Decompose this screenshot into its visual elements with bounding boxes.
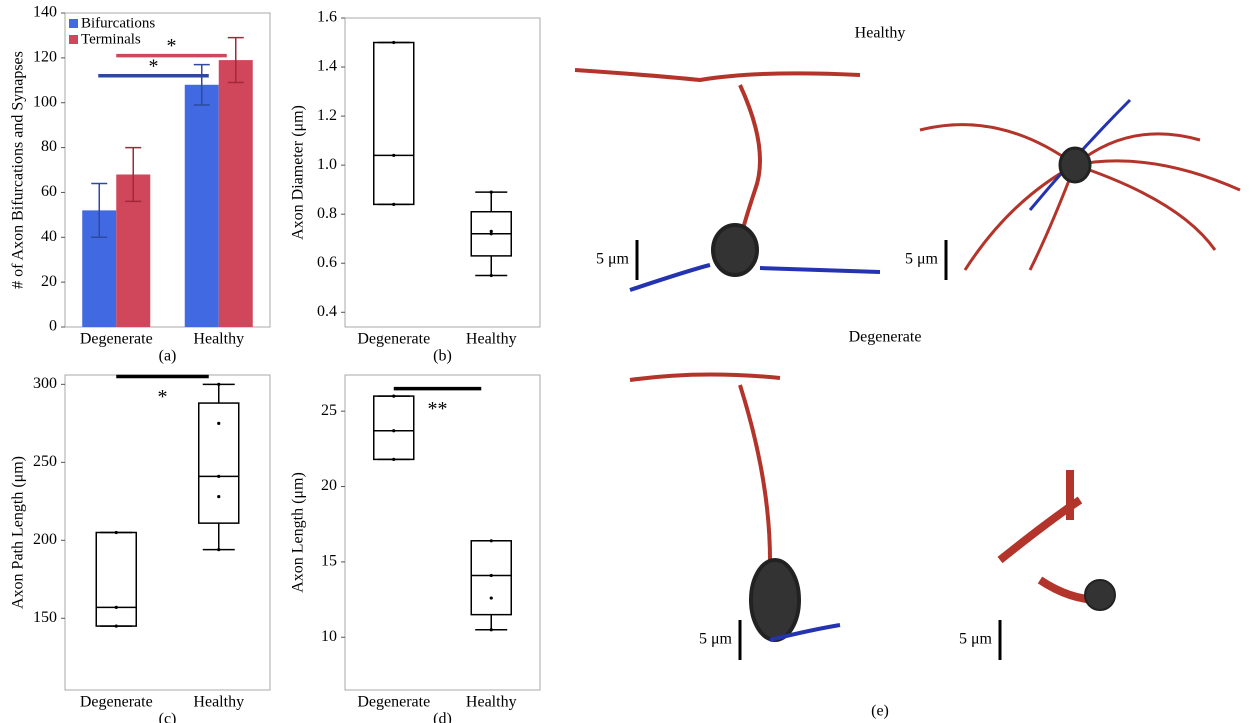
scale-bar-label: 5 μm <box>699 631 733 648</box>
data-point <box>217 495 221 499</box>
error-bar <box>227 36 244 84</box>
box <box>373 395 415 461</box>
box <box>470 540 512 616</box>
panel-caption: (d) <box>433 711 452 723</box>
legend-label: Terminals <box>81 31 141 47</box>
y-tick-label: 15 <box>321 553 337 570</box>
y-tick-label: 140 <box>33 4 57 21</box>
data-point <box>489 190 493 194</box>
data-point <box>217 421 221 425</box>
y-tick-label: 20 <box>41 273 57 290</box>
y-tick-label: 1.2 <box>317 107 337 124</box>
data-point <box>392 202 396 206</box>
bar <box>184 84 219 328</box>
x-tick-label: Degenerate <box>80 694 153 711</box>
panel-caption: (e) <box>871 703 889 720</box>
scale-bar-label: 5 μm <box>905 251 939 268</box>
y-axis-label: Axon Length (μm) <box>290 472 307 593</box>
y-axis-label: # of Axon Bifurcations and Synapses <box>10 51 27 289</box>
data-point <box>392 40 396 45</box>
x-tick-label: Degenerate <box>357 694 430 711</box>
error-bar <box>125 146 142 203</box>
panel-caption: (a) <box>159 348 177 365</box>
y-axis-label: Axon Diameter (μm) <box>290 105 307 240</box>
y-axis-label: Axon Path Length (μm) <box>10 456 27 609</box>
significance-star: ** <box>428 398 448 420</box>
error-bar <box>193 63 210 106</box>
error-bar <box>91 182 108 239</box>
x-tick-label: Healthy <box>193 331 244 348</box>
y-tick-label: 200 <box>33 531 57 548</box>
x-tick-label: Healthy <box>193 694 244 711</box>
significance-star: * <box>167 35 177 57</box>
data-point <box>217 382 221 386</box>
row-title: Degenerate <box>849 329 922 346</box>
y-tick-label: 0 <box>49 318 57 335</box>
y-tick-label: 1.6 <box>317 9 337 26</box>
neuron-renderings <box>574 68 1241 642</box>
y-tick-label: 120 <box>33 49 57 66</box>
plot-frame <box>344 17 541 328</box>
panel-caption: (c) <box>159 711 177 723</box>
data-point <box>489 596 493 600</box>
data-point <box>489 229 493 233</box>
data-point <box>392 457 396 462</box>
data-point <box>489 232 493 236</box>
x-tick-label: Degenerate <box>357 331 430 348</box>
box <box>373 41 415 206</box>
plot-frame <box>344 374 541 691</box>
scale-bar-label: 5 μm <box>959 631 993 648</box>
y-tick-label: 80 <box>41 138 57 155</box>
neuron-4 <box>997 470 1116 611</box>
y-tick-label: 60 <box>41 183 57 200</box>
data-point <box>217 474 221 478</box>
y-tick-label: 150 <box>33 609 57 626</box>
data-point <box>114 605 118 609</box>
box <box>95 531 137 627</box>
neuron-3 <box>629 372 841 642</box>
neuron-2 <box>919 98 1241 271</box>
data-point <box>392 153 396 157</box>
data-point <box>114 530 118 535</box>
bar <box>218 60 253 327</box>
x-tick-label: Degenerate <box>80 331 153 348</box>
y-tick-label: 0.8 <box>317 205 337 222</box>
legend-swatch <box>69 19 78 28</box>
y-tick-label: 25 <box>321 402 337 419</box>
y-tick-label: 40 <box>41 228 57 245</box>
y-tick-label: 0.4 <box>317 303 337 320</box>
y-tick-label: 100 <box>33 93 57 110</box>
data-point <box>489 539 493 543</box>
data-point <box>114 624 118 628</box>
data-point <box>217 548 221 552</box>
significance-star: * <box>149 55 159 77</box>
neuron-1 <box>574 68 881 292</box>
legend-swatch <box>69 35 78 44</box>
row-title: Healthy <box>855 25 906 42</box>
box <box>198 402 240 524</box>
data-point <box>392 429 396 433</box>
y-tick-label: 20 <box>321 477 337 494</box>
y-tick-label: 0.6 <box>317 254 337 271</box>
data-point <box>489 273 493 278</box>
x-tick-label: Healthy <box>466 331 517 348</box>
panel-caption: (b) <box>433 348 452 365</box>
y-tick-label: 300 <box>33 375 57 392</box>
y-tick-label: 10 <box>321 628 337 645</box>
data-point <box>489 628 493 632</box>
x-tick-label: Healthy <box>466 694 517 711</box>
y-tick-label: 1.4 <box>317 58 337 75</box>
scale-bar-label: 5 μm <box>596 251 630 268</box>
y-tick-label: 1.0 <box>317 156 337 173</box>
y-tick-label: 250 <box>33 453 57 470</box>
plot-frame <box>64 12 271 328</box>
data-point <box>392 394 396 398</box>
legend-label: Bifurcations <box>81 15 155 31</box>
significance-star: * <box>158 386 168 408</box>
data-point <box>489 573 493 578</box>
